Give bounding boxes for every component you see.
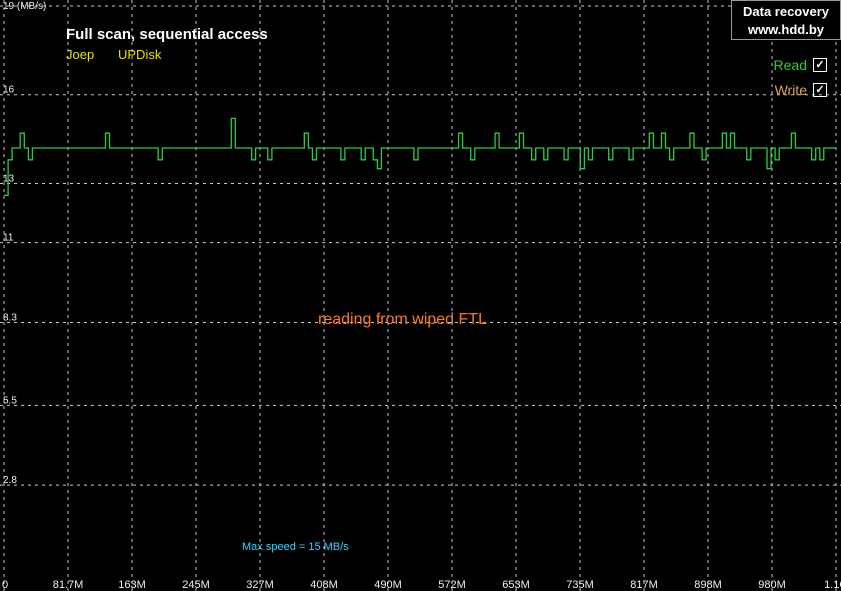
x-axis-labels: 0 81.7M 163M 245M 327M 408M 490M 572M 653M 735M 81… [2, 579, 841, 591]
checkmark-icon: ✓ [815, 59, 825, 71]
y-axis-labels: 16 13 11 8.3 5.5 2.8 [3, 85, 17, 486]
read-speed-series [4, 117, 836, 196]
vertical-grid [3, 0, 837, 591]
x-tick-label: 980M [758, 579, 786, 591]
max-speed-label: Max speed = 15 MB/s [242, 541, 349, 553]
chart-title: Full scan, sequential access [66, 26, 268, 43]
x-tick-label: 572M [438, 579, 466, 591]
x-tick-label: 245M [182, 579, 210, 591]
y-tick-label: 13 [3, 173, 15, 184]
x-tick-label: 0 [2, 579, 8, 591]
user-name: Joep [66, 47, 95, 62]
x-tick-label: 653M [502, 579, 530, 591]
x-tick-label: 163M [118, 579, 146, 591]
y-axis-unit-label: 19 (MB/s) [3, 1, 46, 12]
y-tick-label: 2.8 [3, 475, 17, 486]
legend-write: Write ✓ [775, 82, 827, 98]
x-tick-label: 490M [374, 579, 402, 591]
data-recovery-badge[interactable]: Data recovery www.hdd.by [731, 0, 841, 40]
x-tick-label: 1.1G [824, 579, 841, 591]
x-tick-label: 817M [630, 579, 658, 591]
y-tick-label: 5.5 [3, 395, 17, 406]
write-checkbox[interactable]: ✓ [813, 83, 827, 97]
horizontal-grid [0, 5, 841, 486]
x-tick-label: 735M [566, 579, 594, 591]
y-tick-label: 8.3 [3, 312, 17, 323]
x-tick-label: 327M [246, 579, 274, 591]
legend-read-label: Read [773, 57, 807, 73]
badge-line-2: www.hdd.by [747, 22, 825, 37]
y-tick-label: 11 [3, 233, 14, 244]
y-tick-label: 16 [3, 85, 15, 96]
device-name: UPDisk [118, 47, 162, 62]
checkmark-icon: ✓ [815, 84, 825, 96]
x-tick-label: 81.7M [53, 579, 84, 591]
read-checkbox[interactable]: ✓ [813, 58, 827, 72]
legend-read: Read ✓ [774, 57, 827, 73]
annotation-text: reading from wiped FTL [318, 311, 487, 328]
legend-write-label: Write [774, 82, 807, 98]
x-tick-label: 408M [310, 579, 338, 591]
badge-line-1: Data recovery [743, 4, 829, 19]
x-tick-label: 898M [694, 579, 722, 591]
